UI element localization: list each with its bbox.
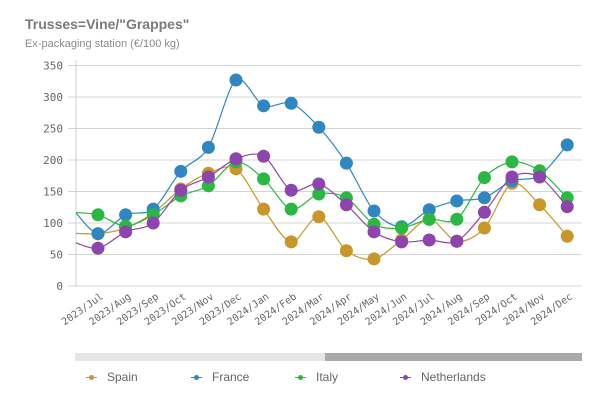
y-tick-label: 300 xyxy=(43,91,63,104)
y-tick-label: 350 xyxy=(43,60,63,73)
series-line xyxy=(76,153,568,249)
legend-label: Spain xyxy=(107,370,138,384)
legend-item-italy[interactable]: Italy xyxy=(295,370,338,384)
legend-label: Netherlands xyxy=(421,370,486,384)
legend-marker-icon xyxy=(400,374,411,380)
data-point xyxy=(395,235,409,249)
data-point xyxy=(450,212,464,226)
series-netherlands xyxy=(76,149,574,255)
data-point xyxy=(91,241,105,255)
data-point xyxy=(477,221,491,235)
data-point xyxy=(257,149,271,163)
legend: Spain France Italy Netherlands xyxy=(0,370,600,390)
y-tick-label: 250 xyxy=(43,123,63,136)
data-point xyxy=(229,73,243,87)
data-point xyxy=(229,152,243,166)
data-point xyxy=(367,204,381,218)
data-point xyxy=(119,225,133,239)
line-chart: 0 50 100 150 200 250 300 350 2023/Jul2023/Aug20… xyxy=(43,60,582,328)
y-axis-ticks: 0 50 100 150 200 250 300 350 xyxy=(43,60,63,294)
data-point xyxy=(201,170,215,184)
data-point xyxy=(422,212,436,226)
data-point xyxy=(505,155,519,169)
data-point xyxy=(174,164,188,178)
data-point xyxy=(533,198,547,212)
y-tick-label: 150 xyxy=(43,186,63,199)
data-point xyxy=(422,203,436,217)
data-point xyxy=(284,202,298,216)
data-point xyxy=(312,210,326,224)
data-point xyxy=(284,235,298,249)
data-point xyxy=(201,140,215,154)
data-point xyxy=(477,191,491,205)
data-point xyxy=(560,138,574,152)
chart-scrollbar-thumb[interactable] xyxy=(325,353,582,361)
data-point xyxy=(560,200,574,214)
gridlines xyxy=(68,60,582,287)
data-point xyxy=(339,198,353,212)
data-point xyxy=(367,252,381,266)
legend-item-netherlands[interactable]: Netherlands xyxy=(400,370,486,384)
data-point xyxy=(257,202,271,216)
data-point xyxy=(505,170,519,184)
data-point xyxy=(560,229,574,243)
data-point xyxy=(91,208,105,222)
data-point xyxy=(450,234,464,248)
legend-marker-icon xyxy=(86,374,97,380)
data-point xyxy=(119,208,133,222)
data-point xyxy=(339,156,353,170)
data-point xyxy=(257,99,271,113)
data-point xyxy=(312,177,326,191)
data-point xyxy=(533,170,547,184)
data-point xyxy=(174,183,188,197)
series xyxy=(76,73,574,266)
legend-item-spain[interactable]: Spain xyxy=(86,370,138,384)
data-point xyxy=(257,172,271,186)
y-tick-label: 50 xyxy=(50,249,63,262)
data-point xyxy=(367,225,381,239)
series-spain xyxy=(76,162,574,266)
data-point xyxy=(339,244,353,258)
data-point xyxy=(477,171,491,185)
legend-marker-icon xyxy=(295,374,306,380)
data-point xyxy=(312,120,326,134)
legend-label: Italy xyxy=(316,370,339,384)
data-point xyxy=(284,96,298,110)
chart-title: Trusses=Vine/"Grappes" xyxy=(25,16,190,32)
legend-marker-icon xyxy=(191,374,202,380)
x-axis-ticks: 2023/Jul2023/Aug2023/Sep2023/Oct2023/Nov… xyxy=(60,291,575,328)
data-point xyxy=(395,221,409,235)
y-tick-label: 100 xyxy=(43,217,63,230)
chart-subtitle: Ex-packaging station (€/100 kg) xyxy=(25,38,180,50)
legend-label: France xyxy=(212,370,250,384)
data-point xyxy=(284,183,298,197)
data-point xyxy=(450,194,464,208)
data-point xyxy=(312,187,326,201)
data-point xyxy=(422,233,436,247)
y-tick-label: 200 xyxy=(43,154,63,167)
y-tick-label: 0 xyxy=(56,280,63,293)
legend-item-france[interactable]: France xyxy=(191,370,249,384)
data-point xyxy=(146,216,160,230)
data-point xyxy=(477,205,491,219)
data-point xyxy=(91,227,105,241)
